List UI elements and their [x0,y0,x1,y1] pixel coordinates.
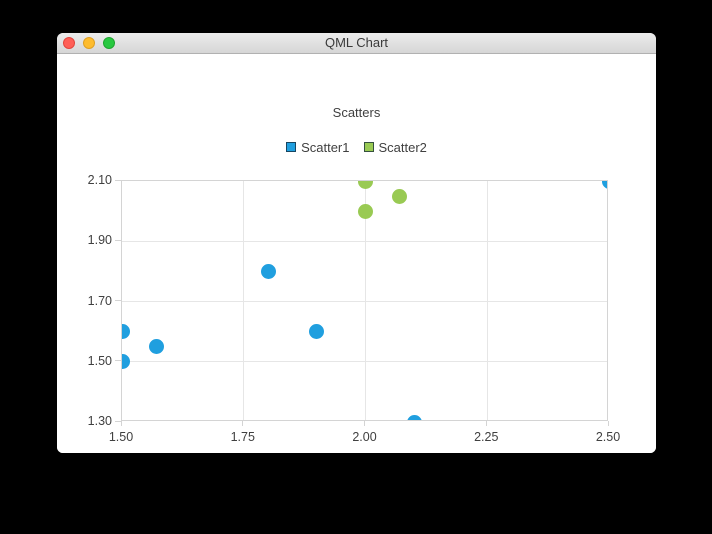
chart-title: Scatters [332,105,381,120]
legend-item-scatter1: Scatter1 [286,139,350,155]
x-axis-tick [364,421,365,426]
window-titlebar[interactable]: QML Chart [57,33,656,54]
x-axis-tick [120,421,122,426]
scatter-point-scatter1 [601,181,607,189]
y-axis-label: 1.50 [87,353,112,368]
chart-view: Scatters Scatter1 Scatter2 1.50 1.75 2.00 2.… [57,54,656,453]
scatter-point-scatter2 [358,181,373,189]
legend-marker-icon [286,142,297,152]
scatter-point-scatter2 [358,203,373,219]
legend-marker-icon [363,142,374,152]
close-button[interactable] [63,37,75,49]
y-axis-tick [115,420,121,422]
x-axis-label: 2.25 [474,430,499,444]
zoom-button[interactable] [103,37,115,49]
scatter-point-scatter1 [309,324,325,340]
legend-label: Scatter2 [378,139,427,155]
gridline-horizontal [122,240,607,242]
y-axis-label: 2.10 [87,173,112,187]
scatter-point-scatter2 [392,188,408,204]
y-axis-tick [115,360,121,362]
minimize-button[interactable] [83,37,95,49]
gridline-vertical [243,181,245,420]
x-axis-tick [242,421,244,426]
y-axis-label: 1.30 [87,414,112,428]
gridline-horizontal [122,301,607,302]
legend-label: Scatter1 [301,139,350,155]
plot-area-wrap: 1.50 1.75 2.00 2.25 2.50 1.30 1.50 1.70 1.90 2.10 [88,173,621,444]
scatter-point-scatter1 [148,339,164,355]
x-axis-tick [485,421,487,426]
scatter-point-scatter1 [260,263,276,279]
scatter-point-scatter1 [122,324,130,340]
y-axis-label: 1.90 [87,233,112,248]
gridline-horizontal [122,361,607,363]
y-axis-label: 1.70 [87,293,112,308]
legend-item-scatter2: Scatter2 [363,139,427,155]
gridline-vertical [365,181,366,420]
y-axis-tick [115,179,121,181]
window-title: QML Chart [324,35,389,50]
y-axis-tick [115,300,121,301]
y-axis-tick [115,239,121,241]
x-axis-label: 2.50 [595,430,621,444]
x-axis-label: 2.00 [352,430,377,444]
scatter-point-scatter1 [122,354,130,370]
gridline-vertical [486,181,488,420]
scatter-point-scatter1 [406,414,422,420]
legend: Scatter1 Scatter2 [57,139,656,155]
x-axis-label: 1.50 [108,430,134,444]
plot-area [121,180,608,421]
app-window: QML Chart Scatters Scatter1 Scatter2 1.50… [57,33,656,453]
x-axis-label: 1.75 [230,430,255,444]
x-axis-tick [607,421,609,426]
